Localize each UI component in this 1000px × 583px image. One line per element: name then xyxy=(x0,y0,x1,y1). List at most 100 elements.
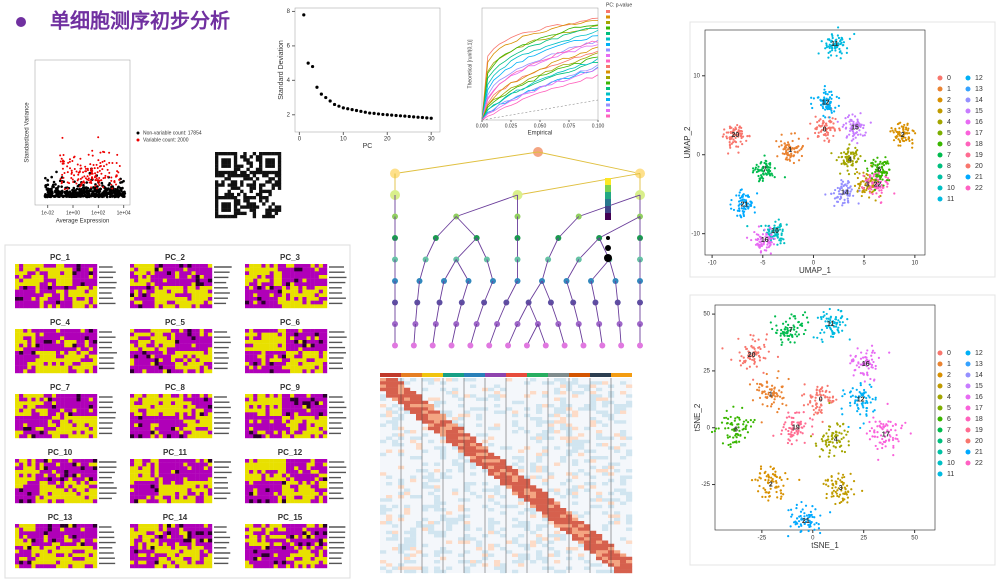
heatmap-cell xyxy=(253,264,258,268)
qr-cell xyxy=(246,205,250,209)
heatmap-cell xyxy=(179,329,184,333)
heatmap-cell xyxy=(68,369,73,374)
heatmap-cell xyxy=(88,495,94,500)
heatmap-cell xyxy=(27,430,32,435)
heatmap-cell xyxy=(542,391,549,395)
heatmap-cell xyxy=(179,560,184,565)
qr-cell xyxy=(271,183,275,187)
variable-gene-point xyxy=(86,167,89,170)
heatmap-cell xyxy=(269,492,274,496)
heatmap-cell xyxy=(39,369,44,374)
variable-gene-point xyxy=(61,167,64,170)
heatmap-cell xyxy=(290,542,295,547)
variable-gene-point xyxy=(70,176,73,179)
heatmap-cell xyxy=(286,408,291,413)
heatmap-cell xyxy=(51,538,57,543)
heatmap-cell xyxy=(183,434,188,439)
heatmap-cell xyxy=(134,289,139,294)
heatmap-cell xyxy=(51,434,57,439)
heatmap-cell xyxy=(15,405,20,409)
heatmap-cell xyxy=(179,293,184,298)
heatmap-cell xyxy=(322,282,328,287)
heatmap-cell xyxy=(203,542,209,547)
heatmap-cell xyxy=(27,557,32,561)
heatmap-cell xyxy=(257,473,262,478)
heatmap-cell xyxy=(154,557,159,561)
heatmap-cell xyxy=(281,553,287,558)
heatmap-cell xyxy=(175,553,180,558)
heatmap-cell xyxy=(47,430,53,435)
heatmap-cell xyxy=(199,369,204,374)
heatmap-cell xyxy=(191,499,196,504)
heatmap-cell xyxy=(302,365,307,370)
heatmap-cell xyxy=(294,459,299,463)
qr-cell xyxy=(233,180,238,184)
heatmap-cell xyxy=(318,289,324,294)
heatmap-cell xyxy=(253,531,258,536)
heatmap-cell xyxy=(249,358,254,363)
heatmap-cell xyxy=(261,354,266,359)
heatmap-cell xyxy=(187,293,192,298)
heatmap-cell xyxy=(150,434,155,439)
heatmap-cell xyxy=(183,546,188,550)
heatmap-cell xyxy=(154,542,159,547)
qr-cell xyxy=(268,211,272,216)
qr-cell xyxy=(224,161,228,165)
heatmap-cell xyxy=(318,278,324,283)
heatmap-cell xyxy=(187,459,192,463)
heatmap-cell xyxy=(306,289,311,294)
heatmap-cell xyxy=(68,416,73,420)
heatmap-cell xyxy=(47,347,53,352)
heatmap-cell xyxy=(146,434,151,439)
qr-cell xyxy=(255,170,260,175)
heatmap-cell xyxy=(88,546,94,550)
heatmap-cell xyxy=(269,347,274,352)
heatmap-cell xyxy=(175,549,180,554)
heatmap-cell xyxy=(191,347,196,352)
gene-point xyxy=(101,192,105,195)
heatmap-cell xyxy=(166,430,172,435)
heatmap-cell xyxy=(19,347,24,352)
heatmap-cell xyxy=(261,278,266,283)
heatmap-cell xyxy=(76,488,81,493)
heatmap-cell xyxy=(187,354,192,359)
qr-cell xyxy=(274,211,279,216)
heatmap-cell xyxy=(88,300,94,305)
heatmap-cell xyxy=(318,557,324,561)
heatmap-cell xyxy=(162,289,168,294)
heatmap-cell xyxy=(15,271,20,276)
heatmap-cell xyxy=(273,275,278,279)
heatmap-cell xyxy=(273,336,278,341)
heatmap-cell xyxy=(60,481,65,485)
heatmap-cell xyxy=(257,488,262,493)
heatmap-cell xyxy=(290,524,295,528)
heatmap-cell xyxy=(92,531,98,536)
heatmap-cell xyxy=(277,430,283,435)
umap-panel xyxy=(689,21,996,278)
heatmap-cell xyxy=(175,557,180,561)
heatmap-cell xyxy=(39,347,44,352)
heatmap-cell xyxy=(179,546,184,550)
heatmap-cell xyxy=(134,358,139,363)
variable-gene-point xyxy=(94,172,97,175)
heatmap-cell xyxy=(134,546,139,550)
x-tick-label: 0.025 xyxy=(505,123,518,129)
heatmap-cell xyxy=(273,347,278,352)
heatmap-cell xyxy=(310,462,315,467)
heatmap-cell xyxy=(277,470,283,474)
heatmap-cell xyxy=(154,423,159,428)
heatmap-cell xyxy=(253,434,258,439)
heatmap-cell xyxy=(72,264,77,268)
heatmap-cell xyxy=(191,369,196,374)
heatmap-cell xyxy=(298,271,303,276)
heatmap-cell xyxy=(269,408,274,413)
heatmap-cell xyxy=(154,427,159,431)
curve xyxy=(481,62,599,121)
heatmap-cell xyxy=(51,365,57,370)
heatmap-cell xyxy=(138,271,143,276)
heatmap-cell xyxy=(175,416,180,420)
heatmap-cell xyxy=(51,549,57,554)
heatmap-cell xyxy=(15,477,20,482)
variable-gene-point xyxy=(62,176,65,179)
point xyxy=(310,64,315,69)
